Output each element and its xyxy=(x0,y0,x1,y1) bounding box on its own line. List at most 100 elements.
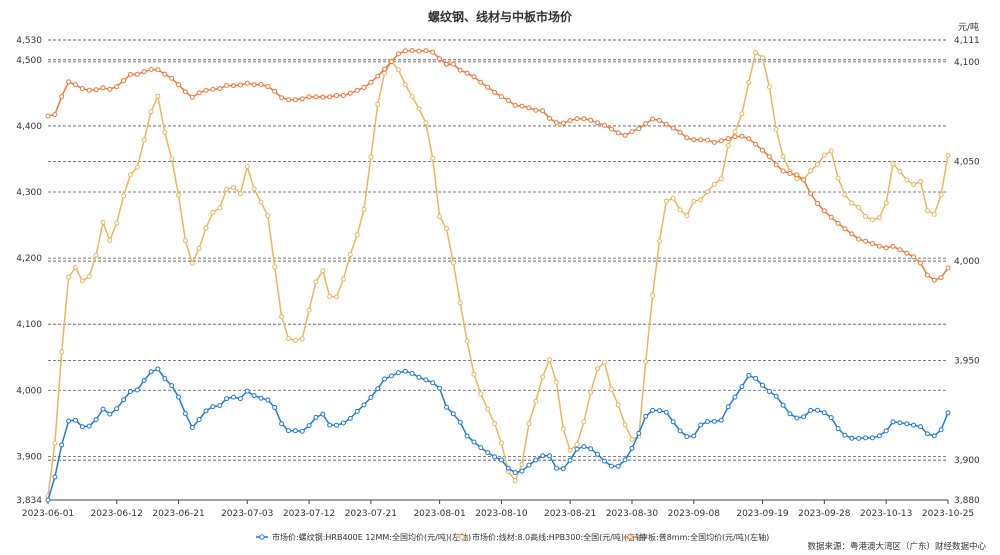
legend-label: 市场价:线材:8.0高线:HPB300:全国(元/吨)(右轴) xyxy=(472,532,646,542)
right-tick-label: 3,900 xyxy=(954,456,980,466)
point-rebar xyxy=(753,375,759,381)
point-plate xyxy=(677,129,683,135)
point-wire xyxy=(430,155,436,161)
point-rebar xyxy=(938,427,944,433)
point-wire xyxy=(368,154,374,160)
point-rebar xyxy=(127,389,133,394)
point-wire xyxy=(478,391,484,397)
point-plate xyxy=(821,208,827,214)
point-wire xyxy=(622,422,628,428)
point-wire xyxy=(485,406,491,412)
point-plate xyxy=(375,73,381,79)
point-rebar xyxy=(66,418,72,424)
left-tick-label: 4,530 xyxy=(16,36,42,46)
point-rebar xyxy=(856,435,862,441)
point-rebar xyxy=(574,446,580,452)
point-plate xyxy=(498,94,504,100)
right-y-axis: 3,880 3,900 3,950 4,000 4,050 4,100 4,111 xyxy=(954,36,980,506)
point-wire xyxy=(808,168,814,174)
point-rebar xyxy=(739,384,745,390)
point-plate xyxy=(924,272,930,278)
point-wire xyxy=(760,55,765,61)
point-rebar xyxy=(691,433,697,439)
point-rebar xyxy=(457,419,463,425)
point-rebar xyxy=(237,396,243,402)
point-rebar xyxy=(595,451,601,457)
point-rebar xyxy=(869,435,875,441)
point-plate xyxy=(306,94,312,100)
point-wire xyxy=(526,421,532,427)
point-wire xyxy=(677,207,683,213)
point-rebar xyxy=(622,457,628,463)
point-plate xyxy=(224,83,230,88)
x-tick-label: 2023-08-10 xyxy=(475,509,528,519)
point-plate xyxy=(361,85,367,90)
point-wire xyxy=(169,156,175,162)
point-wire xyxy=(581,419,587,425)
point-wire xyxy=(567,447,573,453)
point-wire xyxy=(155,93,161,99)
point-plate xyxy=(189,94,195,100)
plot-area xyxy=(45,48,951,503)
point-rebar xyxy=(911,422,917,428)
x-tick-label: 2023-09-08 xyxy=(668,509,721,519)
point-rebar xyxy=(327,422,333,428)
point-wire xyxy=(897,168,903,174)
point-rebar xyxy=(286,428,291,434)
point-plate xyxy=(883,245,889,251)
point-rebar xyxy=(340,420,346,426)
point-wire xyxy=(361,206,367,212)
chart-title: 螺纹钢、线材与中板市场价 xyxy=(428,9,573,24)
point-plate xyxy=(100,85,106,91)
point-rebar xyxy=(52,474,58,480)
point-wire xyxy=(457,300,463,306)
point-wire xyxy=(79,278,85,284)
point-plate xyxy=(409,48,415,53)
point-plate xyxy=(835,220,841,226)
point-plate xyxy=(210,86,216,92)
point-rebar xyxy=(773,393,779,399)
point-wire xyxy=(444,226,449,231)
point-wire xyxy=(272,264,278,270)
point-rebar xyxy=(485,450,491,456)
point-rebar xyxy=(657,408,662,414)
point-rebar xyxy=(787,411,793,417)
point-plate xyxy=(766,154,772,160)
point-rebar xyxy=(217,403,223,409)
point-plate xyxy=(739,133,745,139)
point-plate xyxy=(588,117,594,123)
point-plate xyxy=(217,86,223,92)
point-rebar xyxy=(698,422,704,428)
point-plate xyxy=(382,66,388,72)
point-wire xyxy=(938,192,944,198)
point-plate xyxy=(340,93,346,98)
point-plate xyxy=(897,247,903,253)
point-wire xyxy=(196,245,202,251)
point-plate xyxy=(251,82,257,88)
point-rebar xyxy=(512,470,518,476)
point-plate xyxy=(492,89,498,95)
point-wire xyxy=(553,379,559,385)
point-plate xyxy=(121,78,127,84)
right-tick-label: 3,880 xyxy=(954,496,980,506)
point-wire xyxy=(327,293,333,299)
point-plate xyxy=(918,260,923,266)
point-plate xyxy=(553,120,559,126)
legend-swatch-marker xyxy=(459,534,465,540)
legend-label: 市场价:螺纹钢:HRB400E 12MM:全国均价(元/吨)(左轴) xyxy=(272,532,471,542)
point-rebar xyxy=(663,409,669,415)
point-wire xyxy=(258,199,264,205)
point-rebar xyxy=(815,407,820,413)
point-rebar xyxy=(354,408,360,414)
point-plate xyxy=(938,275,944,281)
point-plate xyxy=(93,87,99,93)
point-plate xyxy=(231,83,236,89)
point-rebar xyxy=(670,419,676,425)
point-wire xyxy=(595,366,601,372)
point-wire xyxy=(863,213,869,219)
left-tick-label: 4,300 xyxy=(16,188,42,198)
point-wire xyxy=(547,357,552,363)
point-rebar xyxy=(890,419,896,425)
point-rebar xyxy=(540,453,546,459)
point-rebar xyxy=(842,432,848,438)
